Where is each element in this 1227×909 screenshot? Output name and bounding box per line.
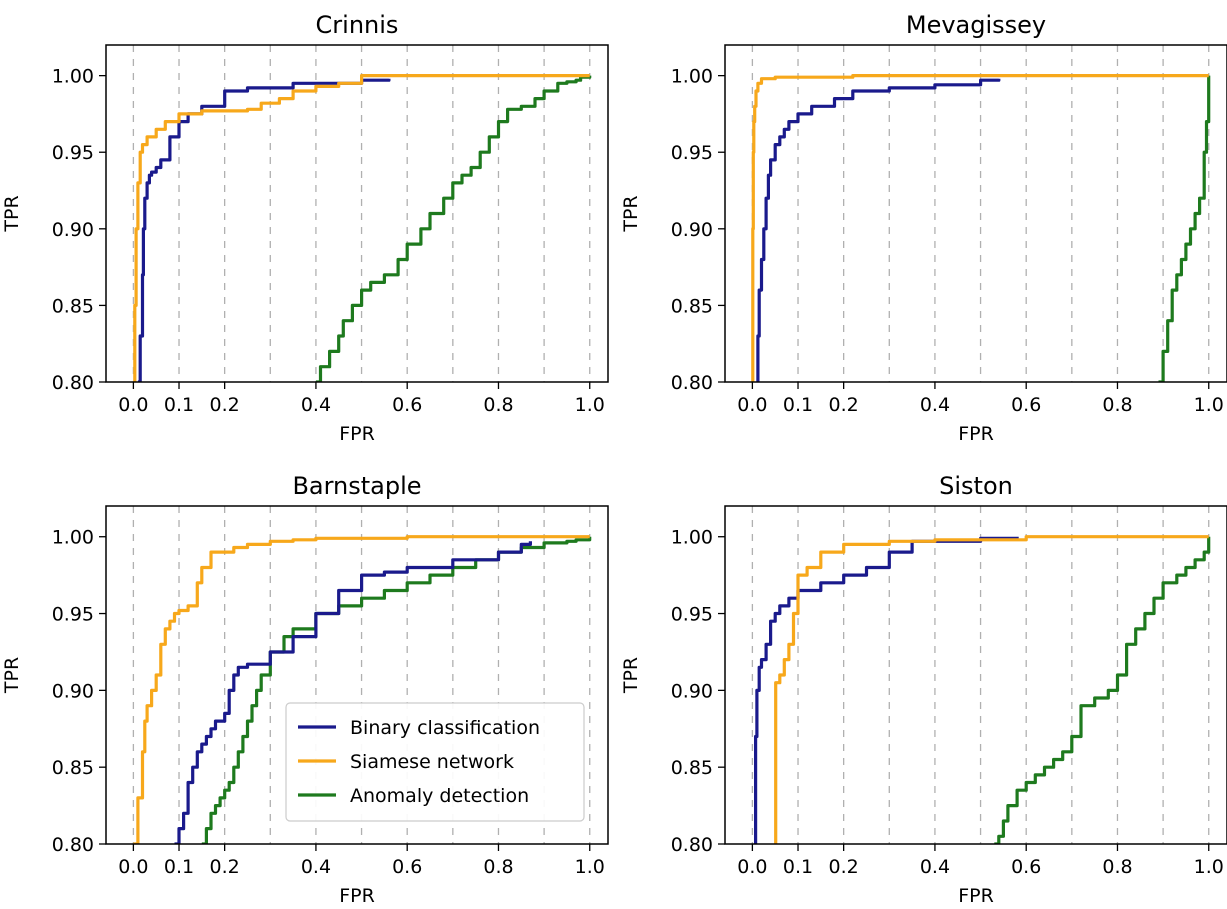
chart-title: Barnstaple bbox=[292, 472, 421, 500]
x-tick-label: 1.0 bbox=[575, 856, 605, 878]
x-tick-label: 0.0 bbox=[118, 394, 148, 416]
y-tick-label: 0.90 bbox=[52, 219, 94, 241]
x-tick-label: 0.4 bbox=[920, 856, 950, 878]
y-tick-label: 0.80 bbox=[52, 372, 94, 394]
x-tick-label: 0.0 bbox=[737, 856, 767, 878]
y-tick-label: 1.00 bbox=[671, 66, 713, 88]
y-tick-label: 0.90 bbox=[52, 680, 94, 702]
series-line-siamese bbox=[751, 74, 1209, 382]
series-line-binary bbox=[754, 536, 1019, 844]
legend: Binary classification Siamese network Anom… bbox=[285, 702, 585, 822]
x-axis-label: FPR bbox=[958, 885, 994, 907]
series-line-siamese bbox=[133, 535, 590, 844]
x-tick-label: 0.0 bbox=[737, 394, 767, 416]
legend-box bbox=[285, 702, 585, 822]
chart-title: Siston bbox=[939, 472, 1013, 500]
y-tick-label: 0.85 bbox=[52, 757, 94, 779]
series-line-siamese bbox=[133, 74, 590, 382]
x-axis-label: FPR bbox=[958, 423, 994, 445]
y-axis-label: TPR bbox=[620, 195, 642, 232]
x-tick-label: 0.4 bbox=[301, 394, 331, 416]
x-tick-label: 0.4 bbox=[301, 856, 331, 878]
x-tick-label: 1.0 bbox=[1194, 394, 1224, 416]
x-tick-label: 0.6 bbox=[1011, 856, 1041, 878]
plot-frame bbox=[724, 44, 1227, 383]
y-tick-label: 1.00 bbox=[52, 527, 94, 549]
x-tick-label: 0.2 bbox=[210, 394, 240, 416]
legend-entry-label: Anomaly detection bbox=[350, 785, 529, 807]
plot-frame bbox=[724, 505, 1227, 845]
x-tick-label: 0.8 bbox=[483, 856, 513, 878]
series-line-siamese bbox=[774, 535, 1209, 844]
y-tick-label: 0.80 bbox=[671, 834, 713, 856]
y-tick-label: 1.00 bbox=[52, 66, 94, 88]
chart-panel-mevagissey: Mevagissey 0.0 0.1 0.2 0.4 0.6 0.8 1.0 0.80 0.85 0… bbox=[620, 11, 1227, 445]
x-axis-label: FPR bbox=[339, 423, 375, 445]
x-tick-label: 1.0 bbox=[575, 394, 605, 416]
x-tick-label: 0.1 bbox=[164, 394, 194, 416]
x-tick-label: 0.2 bbox=[210, 856, 240, 878]
y-axis-label: TPR bbox=[1, 195, 23, 232]
y-tick-label: 1.00 bbox=[671, 527, 713, 549]
y-axis-label: TPR bbox=[1, 657, 23, 694]
y-tick-label: 0.85 bbox=[671, 757, 713, 779]
x-tick-label: 0.2 bbox=[829, 394, 859, 416]
x-tick-label: 0.1 bbox=[783, 856, 813, 878]
plot-frame bbox=[105, 44, 609, 383]
x-tick-label: 0.2 bbox=[829, 856, 859, 878]
series-line-anomaly bbox=[315, 75, 592, 382]
chart-panel-crinnis: Crinnis 0.0 0.1 0.2 0.4 0.6 0.8 1.0 0.80 0.85 0.90… bbox=[1, 11, 609, 445]
legend-entry-label: Siamese network bbox=[350, 751, 514, 773]
y-tick-label: 0.80 bbox=[52, 834, 94, 856]
y-tick-label: 0.90 bbox=[671, 219, 713, 241]
x-tick-label: 1.0 bbox=[1194, 856, 1224, 878]
y-tick-label: 0.85 bbox=[671, 295, 713, 317]
y-tick-label: 0.95 bbox=[671, 142, 713, 164]
x-tick-label: 0.6 bbox=[392, 856, 422, 878]
x-tick-label: 0.1 bbox=[783, 394, 813, 416]
plot-frame bbox=[105, 505, 609, 845]
x-tick-label: 0.8 bbox=[1102, 856, 1132, 878]
x-tick-label: 0.4 bbox=[920, 394, 950, 416]
series-line-binary bbox=[174, 541, 532, 844]
chart-title: Crinnis bbox=[316, 11, 399, 39]
y-tick-label: 0.80 bbox=[671, 372, 713, 394]
series-line-binary bbox=[756, 78, 1001, 382]
y-tick-label: 0.85 bbox=[52, 295, 94, 317]
chart-panel-barnstaple: Barnstaple 0.0 0.1 0.2 0.4 0.6 0.8 1.0 0.80 0.85 0… bbox=[1, 472, 609, 907]
x-axis-label: FPR bbox=[339, 885, 375, 907]
x-tick-label: 0.1 bbox=[164, 856, 194, 878]
chart-panel-siston: Siston 0.0 0.1 0.2 0.4 0.6 0.8 1.0 0.80 0.85 0.90 0… bbox=[620, 472, 1227, 907]
x-tick-label: 0.8 bbox=[483, 394, 513, 416]
series-line-binary bbox=[137, 78, 391, 382]
x-tick-label: 0.6 bbox=[392, 394, 422, 416]
legend-entry-label: Binary classification bbox=[350, 717, 540, 739]
y-tick-label: 0.95 bbox=[52, 142, 94, 164]
x-tick-label: 0.0 bbox=[118, 856, 148, 878]
series-line-anomaly bbox=[1158, 75, 1211, 382]
series-line-anomaly bbox=[994, 536, 1211, 844]
y-tick-label: 0.90 bbox=[671, 680, 713, 702]
x-tick-label: 0.8 bbox=[1102, 394, 1132, 416]
x-tick-label: 0.6 bbox=[1011, 394, 1041, 416]
y-tick-label: 0.95 bbox=[52, 604, 94, 626]
chart-title: Mevagissey bbox=[906, 11, 1046, 39]
y-axis-label: TPR bbox=[620, 657, 642, 694]
y-tick-label: 0.95 bbox=[671, 604, 713, 626]
